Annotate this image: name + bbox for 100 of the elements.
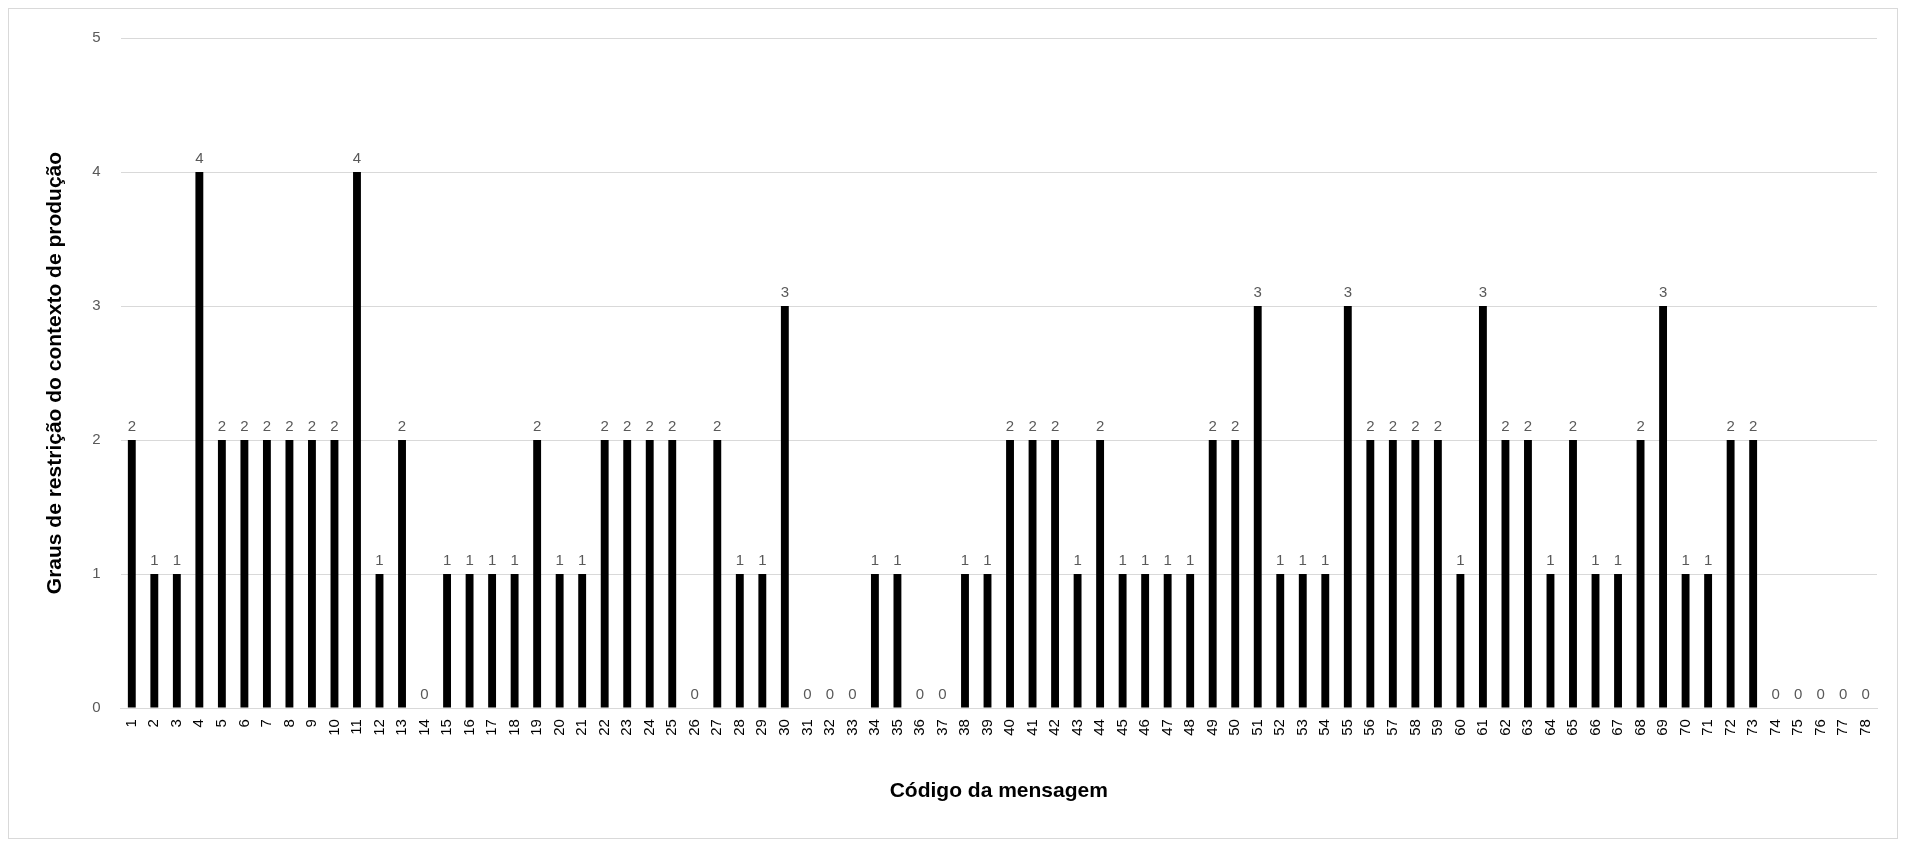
data-label: 2 (600, 416, 609, 434)
data-label: 4 (352, 148, 362, 166)
x-tick-label: 3 (166, 719, 184, 728)
y-axis-title: Graus de restrição do contexto de produção (42, 151, 66, 595)
data-label: 2 (532, 416, 542, 434)
data-label: 0 (848, 684, 857, 702)
data-label: 3 (1253, 282, 1262, 300)
bar (1411, 440, 1420, 708)
data-label: 3 (780, 282, 790, 300)
data-label: 1 (1321, 550, 1330, 568)
data-label: 1 (735, 550, 744, 568)
data-label: 2 (1028, 416, 1037, 434)
y-tick-label: 2 (92, 430, 101, 448)
x-tick-label: 74 (1765, 719, 1783, 736)
bar (1321, 574, 1330, 708)
x-tick-label: 63 (1518, 719, 1536, 736)
data-label: 1 (1118, 550, 1127, 568)
data-label: 0 (938, 684, 947, 702)
data-label: 2 (262, 416, 272, 434)
bar (758, 574, 767, 708)
data-label: 0 (1816, 684, 1825, 702)
x-tick-label: 72 (1720, 719, 1738, 736)
bar (623, 440, 632, 708)
x-tick-label: 23 (617, 719, 635, 736)
data-label: 1 (578, 550, 587, 568)
data-label: 2 (217, 416, 227, 434)
data-label: 2 (1050, 416, 1060, 434)
bar (713, 440, 722, 708)
bar (780, 306, 789, 708)
bar (1141, 574, 1150, 708)
data-label: 2 (1568, 416, 1578, 434)
x-tick-label: 71 (1698, 719, 1716, 736)
bar (1659, 306, 1668, 708)
x-tick-label: 8 (279, 719, 297, 728)
data-label: 0 (1771, 684, 1780, 702)
bar (127, 440, 136, 708)
y-tick-label: 3 (92, 296, 101, 314)
bar (1749, 440, 1758, 708)
bar (1276, 574, 1285, 708)
bar (1118, 574, 1127, 708)
data-label: 1 (510, 550, 519, 568)
data-label: 1 (1703, 550, 1713, 568)
data-label: 0 (1861, 684, 1870, 702)
x-tick-label: 64 (1540, 719, 1558, 736)
bar (893, 574, 902, 708)
bar (533, 440, 542, 708)
y-tick-label: 5 (92, 28, 101, 46)
data-label: 2 (240, 416, 249, 434)
data-label: 0 (915, 684, 925, 702)
x-tick-label: 69 (1653, 719, 1671, 736)
data-label: 2 (645, 416, 654, 434)
data-label: 1 (465, 550, 474, 568)
bar (1006, 440, 1014, 708)
x-tick-label: 40 (1000, 719, 1018, 736)
bar (1388, 440, 1397, 708)
x-tick-label: 7 (257, 719, 275, 728)
x-tick-label: 34 (865, 719, 883, 736)
data-label: 1 (1613, 550, 1623, 568)
x-tick-label: 37 (932, 719, 950, 736)
x-tick-label: 57 (1382, 719, 1400, 736)
x-tick-label: 29 (752, 719, 770, 736)
data-label: 1 (983, 550, 992, 568)
data-label: 0 (420, 684, 429, 702)
bar (240, 440, 249, 708)
data-label: 2 (1005, 416, 1015, 434)
bar (1681, 574, 1690, 708)
bar (555, 574, 564, 708)
x-tick-label: 39 (977, 719, 995, 736)
bar (443, 574, 451, 708)
x-tick-label: 18 (504, 719, 522, 736)
data-label: 2 (307, 416, 317, 434)
data-label: 2 (668, 416, 677, 434)
data-label: 1 (758, 550, 767, 568)
x-tick-label: 70 (1675, 719, 1693, 736)
x-tick-label: 73 (1743, 719, 1761, 736)
x-tick-label: 28 (729, 719, 747, 736)
x-tick-label: 6 (234, 719, 252, 728)
x-tick-label: 32 (820, 719, 838, 736)
x-tick-label: 26 (684, 719, 702, 736)
x-tick-label: 49 (1202, 719, 1220, 736)
bar (1096, 440, 1105, 708)
bar (668, 440, 677, 708)
data-label: 1 (1681, 550, 1690, 568)
bar (1163, 574, 1172, 708)
x-tick-label: 55 (1337, 719, 1355, 736)
x-tick-label: 50 (1225, 719, 1243, 736)
bar (1366, 440, 1375, 708)
data-label: 1 (1546, 550, 1555, 568)
x-tick-label: 59 (1428, 719, 1446, 736)
x-tick-label: 58 (1405, 719, 1423, 736)
bar (1186, 574, 1195, 708)
bar (488, 574, 497, 708)
bar (1726, 440, 1735, 708)
bar (308, 440, 316, 708)
data-label: 1 (1163, 550, 1172, 568)
data-label: 2 (1231, 416, 1240, 434)
data-label: 0 (690, 684, 699, 702)
data-label: 2 (1501, 416, 1510, 434)
data-label: 2 (1748, 416, 1758, 434)
bar (1253, 306, 1262, 708)
